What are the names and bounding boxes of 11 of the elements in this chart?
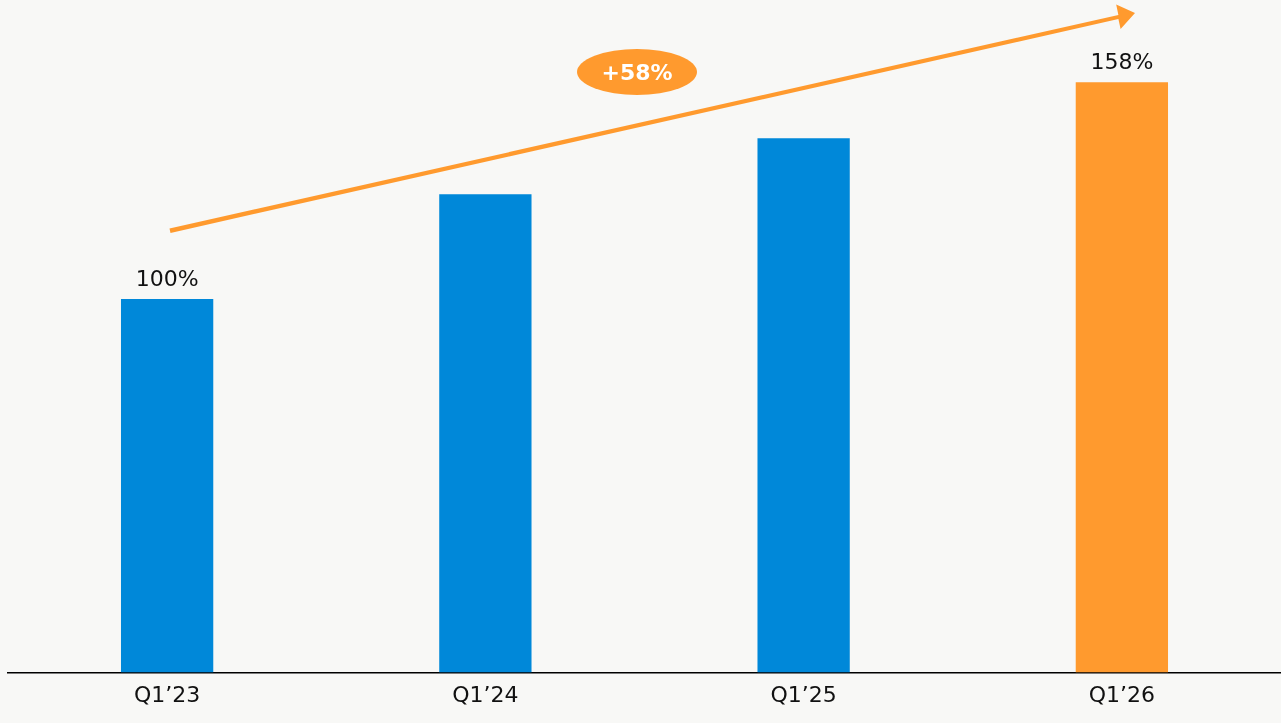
bar <box>1075 82 1169 673</box>
bar <box>439 194 532 673</box>
x-tick-label: Q1’24 <box>452 681 519 707</box>
data-label: 158% <box>1090 48 1154 74</box>
data-label: 100% <box>135 265 199 291</box>
x-tick-label: Q1’25 <box>770 681 837 707</box>
bar <box>757 138 850 673</box>
x-tick-label: Q1’23 <box>133 681 201 707</box>
bar <box>120 298 214 673</box>
annotation: +58% <box>577 49 697 95</box>
x-tick-label: Q1’26 <box>1088 681 1156 707</box>
